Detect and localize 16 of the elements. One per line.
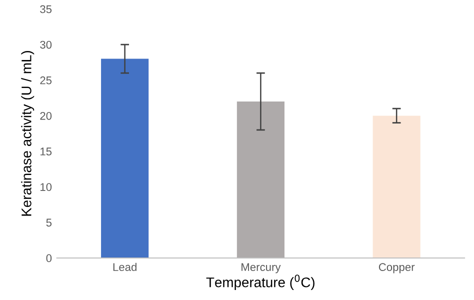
y-tick-label: 35 [40,5,52,14]
y-tick-label: 25 [40,76,52,84]
x-tick-label: Mercury [242,263,281,274]
y-axis-title: Keratinase activity (U / mL) [21,51,34,216]
y-tick-label: 30 [40,40,52,49]
x-axis-title: Temperature ($^{0}$C) [206,274,314,290]
y-tick-label: 5 [46,218,52,227]
y-tick-label: 0 [46,254,52,262]
y-tick-label: 20 [40,112,52,120]
bar [372,116,420,258]
bar [101,58,149,258]
x-tick-label: Lead [113,262,136,272]
x-tick-label: Copper [378,263,415,274]
bar [236,101,284,258]
y-tick-label: 15 [40,148,52,156]
y-tick-label: 10 [40,183,52,191]
